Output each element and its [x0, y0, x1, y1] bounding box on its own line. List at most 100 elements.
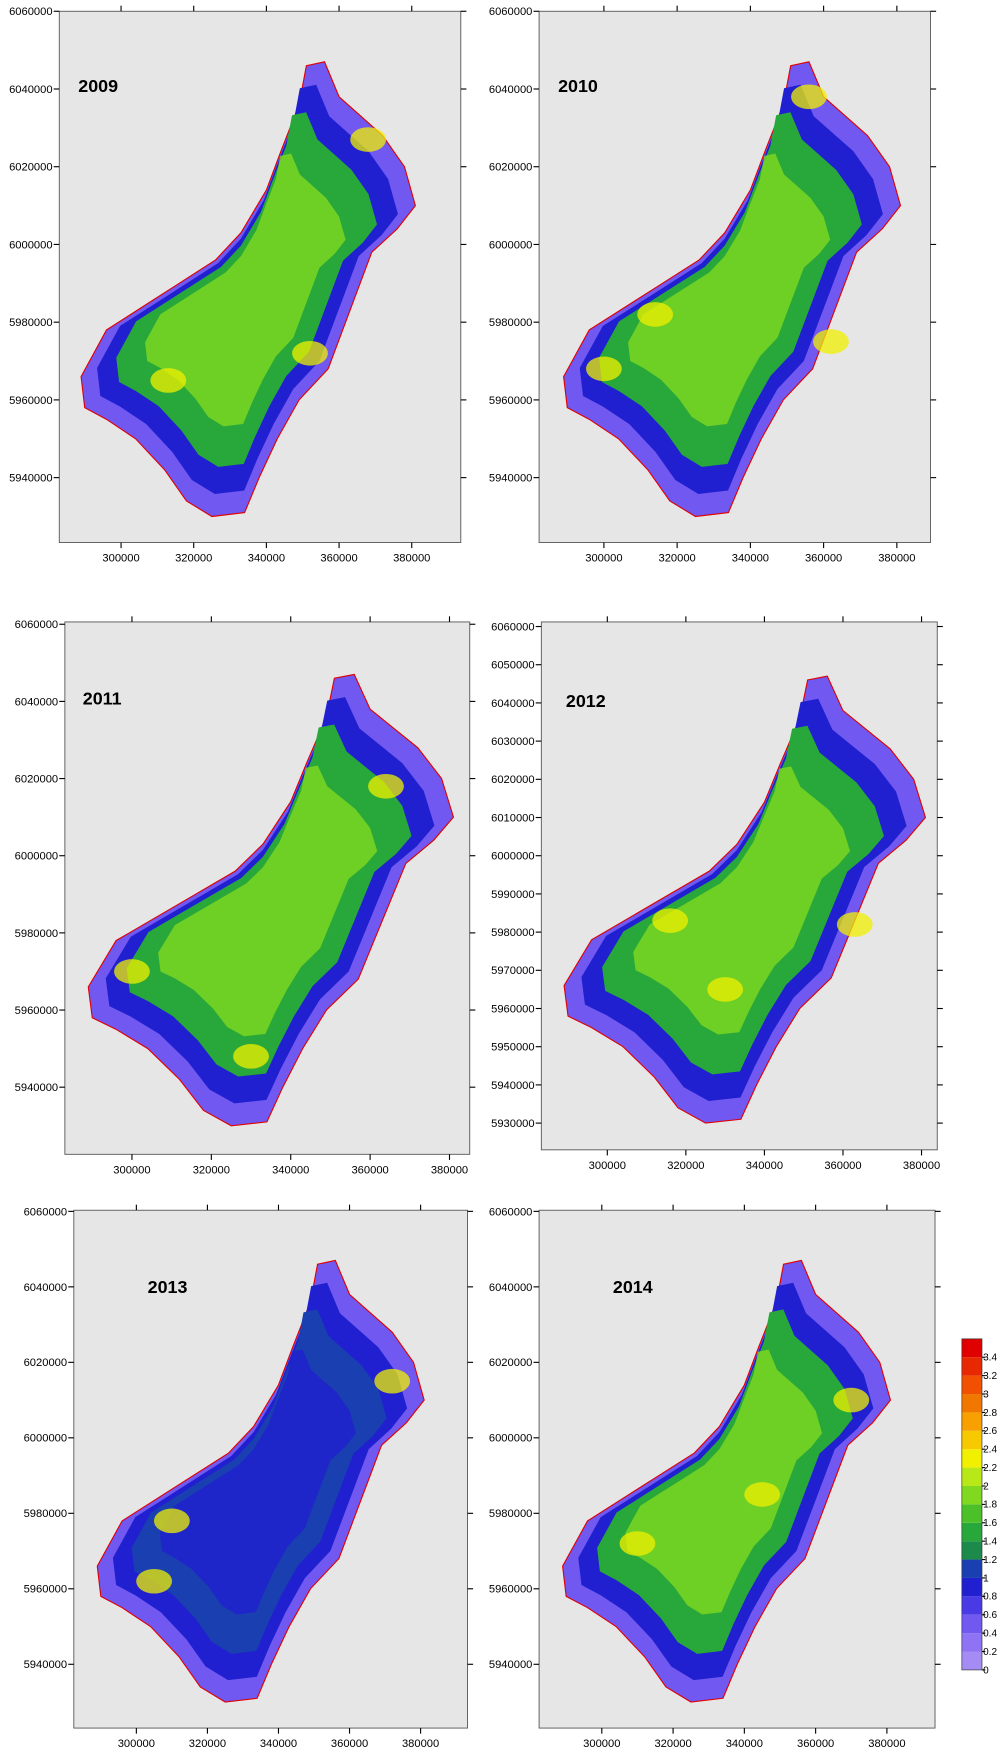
colorbar-label: 0.2 [983, 1647, 997, 1658]
region-high [625, 1349, 823, 1615]
x-tick-label: 320000 [658, 553, 695, 565]
region-high [633, 766, 851, 1035]
region-high [628, 153, 831, 427]
hotspot [833, 1387, 870, 1413]
x-tick-label: 360000 [805, 553, 842, 565]
hotspot [707, 977, 744, 1002]
x-tick-label: 300000 [102, 553, 139, 565]
map-panel: 2009 300000 320000 340000 360000 380000 594000… [9, 5, 467, 565]
x-tick-label: 320000 [193, 1164, 230, 1176]
colorbar-label: 0 [983, 1665, 989, 1676]
y-tick-label: 6020000 [15, 773, 59, 785]
y-tick-label: 6020000 [24, 1357, 68, 1369]
map-panel: 2014 300000 320000 340000 360000 380000 594000… [489, 1204, 941, 1750]
x-tick-label: 340000 [726, 1738, 763, 1750]
region-high [159, 1349, 356, 1615]
colorbar-label: 1.6 [983, 1518, 997, 1529]
colorbar-swatch [961, 1522, 982, 1542]
colorbar-label: 1 [983, 1573, 989, 1584]
colorbar-swatch [961, 1596, 982, 1615]
colorbar-swatch [961, 1559, 982, 1578]
y-tick-label: 5960000 [489, 395, 532, 407]
y-tick-label: 5960000 [491, 1003, 535, 1015]
y-tick-label: 6000000 [491, 851, 535, 863]
hotspot [652, 908, 689, 933]
colorbar-swatch [961, 1504, 982, 1523]
colorbar-swatch [961, 1430, 982, 1450]
y-tick-label: 6000000 [489, 1433, 532, 1445]
x-tick-label: 380000 [868, 1738, 905, 1750]
hotspot [114, 959, 150, 984]
x-tick-label: 320000 [189, 1738, 226, 1750]
y-tick-label: 6040000 [9, 84, 53, 96]
colorbar-swatch [961, 1394, 982, 1413]
y-tick-label: 6020000 [9, 162, 53, 174]
x-tick-label: 380000 [393, 553, 430, 565]
y-tick-label: 5940000 [489, 473, 532, 485]
hotspot [813, 329, 849, 354]
y-tick-label: 5980000 [489, 1508, 532, 1520]
y-tick-label: 6010000 [491, 812, 535, 824]
hotspot [586, 356, 622, 382]
colorbar-swatch [961, 1357, 982, 1376]
y-tick-label: 6060000 [489, 1206, 532, 1218]
colorbar-swatch [961, 1412, 982, 1431]
colorbar-label: 3.2 [983, 1371, 997, 1382]
y-tick-label: 6040000 [489, 1282, 532, 1294]
x-tick-label: 320000 [175, 553, 212, 565]
colorbar-swatch [961, 1577, 982, 1597]
colorbar-label: 3.4 [983, 1353, 997, 1364]
x-tick-label: 340000 [272, 1164, 309, 1176]
colorbar-label: 1.8 [983, 1500, 997, 1511]
map-panel: 2011 300000 320000 340000 360000 380000 594000… [15, 616, 476, 1176]
hotspot [153, 1508, 190, 1534]
map-panel: 2012 300000 320000 340000 360000 380000 593000… [491, 616, 943, 1172]
x-tick-label: 320000 [654, 1738, 691, 1750]
x-tick-label: 340000 [746, 1160, 783, 1172]
colorbar-swatch [961, 1651, 982, 1670]
y-tick-label: 6000000 [24, 1433, 68, 1445]
x-tick-label: 300000 [113, 1164, 150, 1176]
y-tick-label: 6020000 [489, 1357, 532, 1369]
panel-year: 2014 [613, 1277, 653, 1297]
region-high [145, 153, 346, 427]
x-tick-label: 360000 [351, 1164, 388, 1176]
colorbar-label: 2.4 [983, 1445, 997, 1456]
hotspot [233, 1044, 269, 1069]
colorbar-label: 1.4 [983, 1537, 997, 1548]
y-tick-label: 5980000 [15, 928, 59, 940]
hotspot [292, 340, 328, 366]
colorbar-swatch [961, 1375, 982, 1395]
x-tick-label: 320000 [667, 1160, 704, 1172]
y-tick-label: 5990000 [491, 889, 535, 901]
x-tick-label: 300000 [585, 553, 622, 565]
x-tick-label: 380000 [903, 1160, 940, 1172]
colorbar-swatch [961, 1338, 982, 1358]
y-tick-label: 5970000 [491, 965, 535, 977]
x-tick-label: 300000 [583, 1738, 620, 1750]
colorbar-label: 2.6 [983, 1426, 997, 1437]
colorbar-swatch [961, 1614, 982, 1634]
panel-year: 2013 [148, 1277, 188, 1297]
y-tick-label: 5950000 [491, 1042, 535, 1054]
y-tick-label: 5940000 [15, 1082, 59, 1094]
x-tick-label: 360000 [797, 1738, 834, 1750]
y-tick-label: 6020000 [489, 162, 532, 174]
y-tick-label: 5940000 [491, 1080, 535, 1092]
colorbar-swatch [961, 1449, 982, 1468]
panel-year: 2010 [558, 76, 598, 96]
x-tick-label: 300000 [589, 1160, 626, 1172]
colorbar-label: 3 [983, 1389, 989, 1400]
y-tick-label: 6060000 [491, 621, 535, 633]
region-high [158, 765, 378, 1037]
hotspot [619, 1531, 656, 1556]
x-tick-label: 340000 [260, 1738, 297, 1750]
y-tick-label: 6060000 [9, 6, 53, 18]
y-tick-label: 6050000 [491, 660, 535, 672]
y-tick-label: 6060000 [24, 1206, 68, 1218]
x-tick-label: 340000 [248, 553, 285, 565]
x-tick-label: 360000 [320, 553, 357, 565]
y-tick-label: 6060000 [15, 619, 59, 631]
map-panel: 2013 300000 320000 340000 360000 380000 594000… [24, 1204, 474, 1750]
